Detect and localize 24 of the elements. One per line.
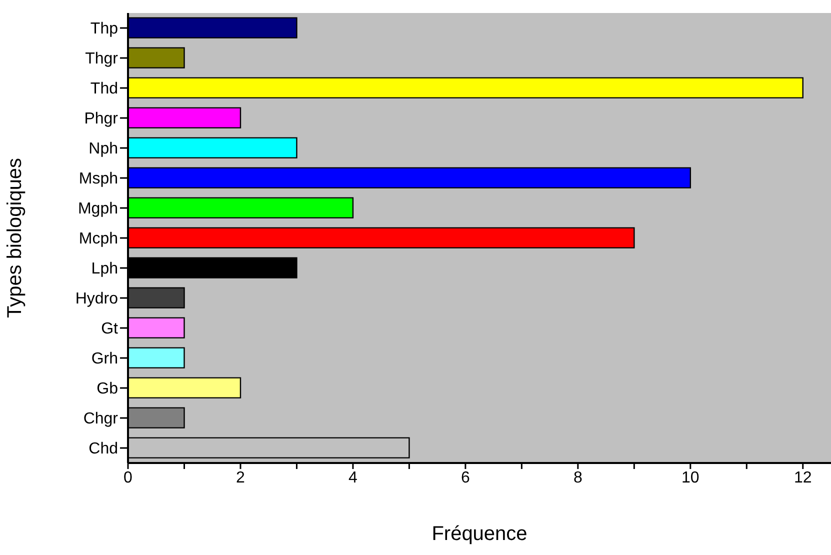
x-tick-label: 4: [348, 469, 358, 486]
y-tick-label: Phgr: [84, 110, 119, 128]
y-tick-label: Thgr: [85, 50, 119, 68]
x-tick-label: 6: [460, 469, 470, 486]
y-tick-label: Chgr: [83, 410, 119, 428]
y-tick-label: Lph: [91, 260, 118, 278]
y-tick-label: Thd: [90, 80, 118, 98]
y-tick-label: Hydro: [75, 290, 118, 308]
x-axis-title: Fréquence: [432, 523, 528, 545]
y-axis-title: Types biologiques: [4, 158, 26, 318]
y-tick-label: Gt: [101, 320, 119, 338]
x-tick-label: 12: [794, 469, 812, 486]
y-tick-label: Gb: [96, 380, 118, 398]
x-tick-label: 0: [124, 469, 133, 486]
y-tick-label: Mgph: [78, 200, 118, 218]
x-tick-label: 2: [236, 469, 246, 486]
y-tick-label: Thp: [90, 20, 118, 38]
y-tick-label: Msph: [78, 170, 118, 188]
y-tick-label: Chd: [88, 440, 118, 458]
x-tick-label: 8: [573, 469, 582, 486]
y-tick-label: Grh: [91, 350, 118, 368]
x-tick-label: 10: [682, 469, 700, 486]
y-tick-label: Mcph: [78, 230, 118, 248]
y-tick-label: Nph: [88, 140, 118, 158]
